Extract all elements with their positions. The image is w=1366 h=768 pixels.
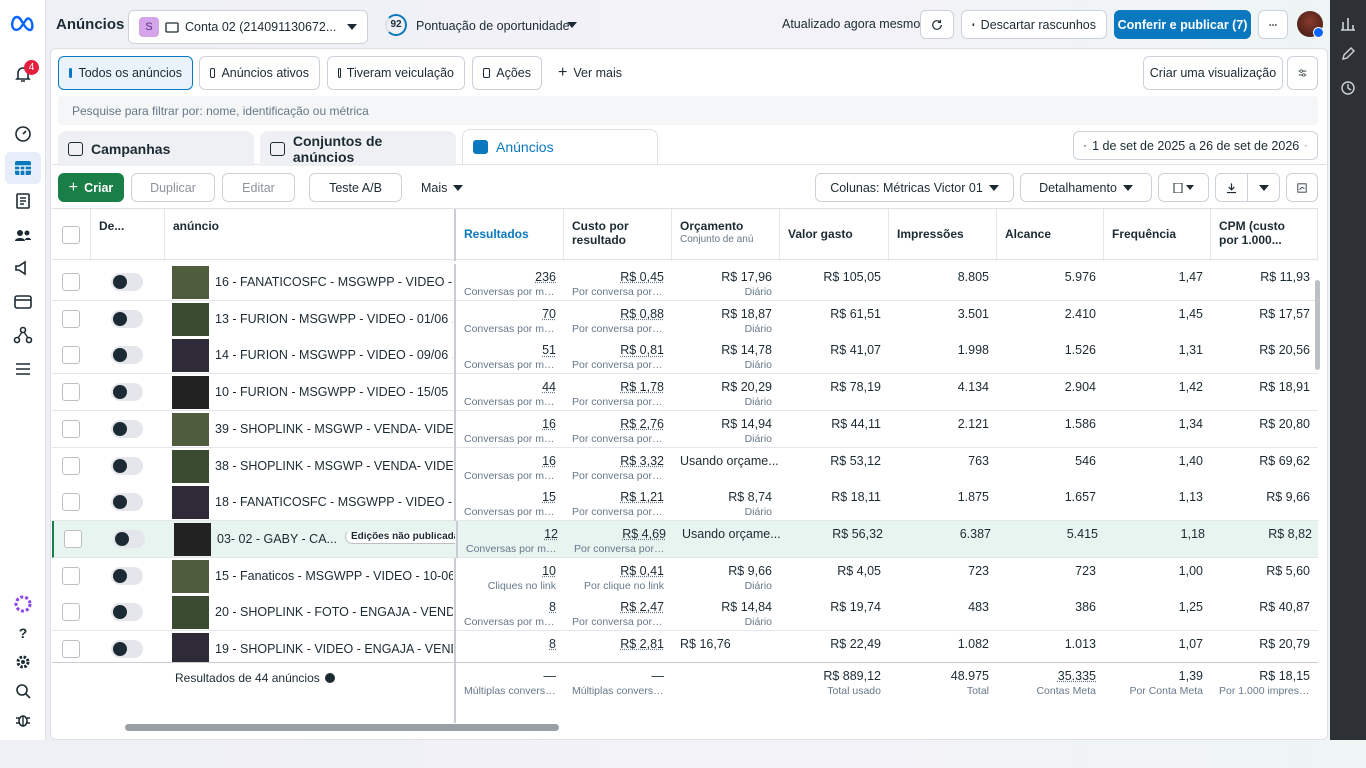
caret — [567, 22, 577, 28]
filter-label: Ações — [496, 66, 531, 80]
chart-icon — [1297, 182, 1307, 193]
updated-status: Atualizado agora mesmo — [782, 17, 921, 31]
opportunity-score[interactable]: 92 — [385, 14, 407, 36]
plus-icon: + — [558, 64, 568, 81]
ai-icon[interactable] — [13, 594, 33, 614]
account-name: Conta 02 (214091130672... — [185, 20, 337, 34]
level-tab[interactable]: Conjuntos de anúncios — [260, 131, 456, 166]
ads-manager-icon[interactable] — [13, 158, 33, 178]
tab-icon — [473, 140, 488, 154]
caret — [347, 24, 357, 30]
pages-icon[interactable] — [13, 191, 33, 211]
tab-label: Conjuntos de anúncios — [292, 132, 383, 165]
plus-icon: + — [68, 178, 79, 196]
divider — [52, 164, 1326, 165]
export-menu[interactable] — [1247, 173, 1280, 202]
discard-label: Descartar rascunhos — [980, 17, 1096, 32]
filter-button[interactable]: Ações — [472, 56, 542, 90]
refresh-button[interactable] — [920, 10, 954, 39]
debug-icon[interactable] — [13, 710, 33, 730]
dashboard-icon[interactable] — [13, 124, 33, 144]
account-icon — [165, 22, 179, 33]
sliders-icon — [1298, 69, 1307, 77]
date-range[interactable]: 1 de set de 2025 a 26 de set de 2026 — [1073, 131, 1318, 160]
help-icon[interactable]: ? — [18, 625, 28, 641]
billing-icon[interactable] — [13, 292, 33, 312]
tab-icon — [270, 141, 285, 156]
reports-icon — [1173, 182, 1194, 193]
filter-button[interactable]: + Ver mais — [550, 56, 630, 90]
more-menu[interactable]: Mais — [421, 181, 448, 195]
columns-button[interactable]: Colunas: Métricas Victor 01 — [815, 173, 1014, 202]
level-tab[interactable]: Anúncios — [462, 129, 658, 164]
chart-icon[interactable] — [1340, 16, 1356, 32]
chart-toggle[interactable] — [1286, 173, 1318, 202]
filter-label: Ver mais — [573, 66, 622, 80]
filter-label: Anúncios ativos — [221, 66, 309, 80]
facebook-badge — [1313, 27, 1324, 38]
level-tab[interactable]: Campanhas — [58, 131, 254, 166]
filter-label: Todos os anúncios — [78, 66, 182, 80]
columns-label: Colunas: Métricas Victor 01 — [830, 180, 983, 195]
filter-settings[interactable] — [1287, 56, 1318, 90]
right-panel — [1330, 0, 1366, 740]
edit-icon[interactable] — [1340, 46, 1356, 62]
dots-icon — [1269, 23, 1277, 26]
filter-icon — [69, 68, 73, 78]
download-icon — [1226, 182, 1237, 193]
audiences-icon[interactable] — [13, 225, 33, 245]
filter-button[interactable]: Tiveram veiculação — [327, 56, 465, 90]
create-view-button[interactable]: Criar uma visualização — [1143, 56, 1283, 90]
search-icon[interactable] — [13, 681, 33, 701]
opportunity-label[interactable]: Pontuação de oportunidade — [416, 19, 570, 33]
history-icon[interactable] — [1340, 80, 1356, 96]
page-title: Anúncios — [56, 16, 125, 33]
create-button[interactable]: + Criar — [58, 173, 124, 202]
filter-button[interactable]: Anúncios ativos — [199, 56, 320, 90]
settings-icon[interactable] — [13, 652, 33, 672]
tab-label: Anúncios — [496, 139, 554, 155]
breakdown-label: Detalhamento — [1039, 180, 1117, 195]
create-label: Criar — [84, 180, 114, 195]
caret — [1305, 144, 1307, 147]
publish-button[interactable]: Conferir e publicar (7) — [1114, 10, 1251, 39]
date-range-label: 1 de set de 2025 a 26 de set de 2026 — [1092, 138, 1300, 153]
calendar-icon — [1084, 144, 1087, 147]
edit-button[interactable]: Editar — [222, 173, 295, 202]
refresh-icon — [932, 19, 942, 30]
campaign-icon[interactable] — [13, 258, 33, 278]
duplicate-button[interactable]: Duplicar — [131, 173, 215, 202]
filter-icon — [210, 68, 216, 78]
caret — [1122, 184, 1133, 191]
account-selector[interactable]: S Conta 02 (214091130672... — [128, 10, 368, 44]
export-button[interactable] — [1215, 173, 1248, 202]
filter-button[interactable]: Todos os anúncios — [58, 56, 193, 90]
notification-badge: 4 — [24, 60, 39, 75]
trash-icon — [972, 23, 975, 26]
menu-icon[interactable] — [13, 359, 33, 379]
more-button[interactable] — [1258, 10, 1288, 39]
filter-label: Tiveram veiculação — [346, 66, 454, 80]
filter-icon — [338, 68, 341, 78]
horizontal-scrollbar[interactable] — [125, 724, 559, 731]
caret — [988, 184, 999, 191]
vertical-scrollbar[interactable] — [1315, 280, 1320, 370]
ab-test-button[interactable]: Teste A/B — [309, 173, 402, 202]
account-avatar: S — [139, 17, 159, 37]
events-icon[interactable] — [13, 325, 33, 345]
caret — [453, 185, 463, 191]
reports-button[interactable] — [1158, 173, 1209, 202]
breakdown-button[interactable]: Detalhamento — [1020, 173, 1152, 202]
meta-logo[interactable] — [10, 14, 36, 32]
tab-icon — [68, 141, 83, 156]
caret — [1258, 184, 1269, 191]
search-input[interactable]: Pesquise para filtrar por: nome, identif… — [58, 96, 1318, 125]
sidebar: 4 ? — [0, 0, 46, 740]
discard-button[interactable]: Descartar rascunhos — [961, 10, 1107, 39]
tab-label: Campanhas — [91, 140, 171, 157]
filter-icon — [483, 68, 491, 78]
